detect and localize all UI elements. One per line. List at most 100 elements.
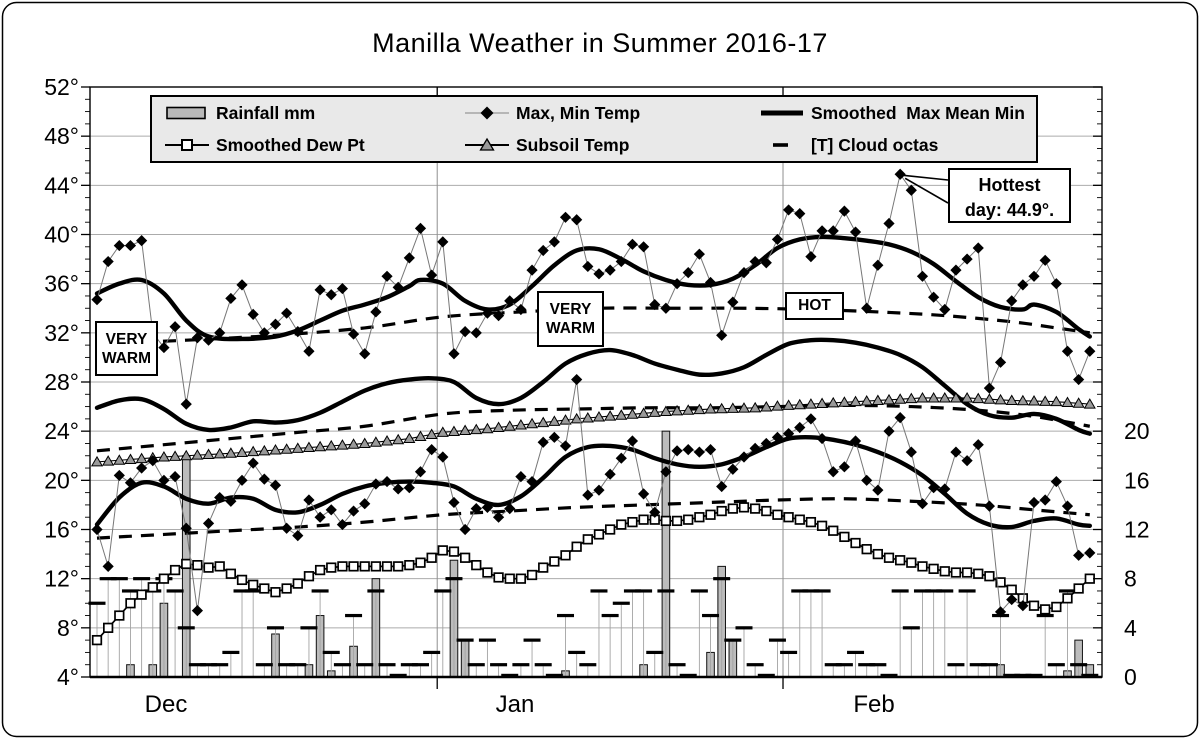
temp-diamond <box>771 233 784 246</box>
subsoil-marker <box>860 395 873 406</box>
dewpoint-marker <box>303 571 315 582</box>
octas-dash <box>1036 613 1054 618</box>
subsoil-marker <box>816 397 829 409</box>
subsoil-marker <box>90 455 104 467</box>
temp-diamond <box>693 446 705 458</box>
octas-dash <box>858 663 876 667</box>
temp-diamond <box>916 270 929 282</box>
temp-diamond <box>492 310 505 322</box>
annotation-hot: HOT <box>785 292 844 320</box>
subsoil-marker <box>916 391 929 403</box>
legend: Rainfall mm Max, Min Temp Smoothed Max M… <box>150 95 1038 163</box>
dewpoint-marker <box>839 531 850 543</box>
dewpoint-marker <box>448 546 460 557</box>
temp-diamond <box>336 518 349 531</box>
temp-diamond <box>191 605 203 617</box>
octas-dash <box>880 673 898 677</box>
subsoil-marker <box>369 436 382 447</box>
temp-diamond <box>894 412 906 424</box>
dewpoint-marker <box>281 583 292 594</box>
temp-diamond <box>716 480 728 493</box>
temp-diamond <box>794 421 806 434</box>
dewpoint-marker <box>236 574 248 586</box>
dewpoint-marker <box>259 583 270 594</box>
temp-diamond <box>894 168 906 180</box>
temp-diamond <box>403 252 415 264</box>
temp-diamond <box>225 292 237 305</box>
octas-dash <box>322 650 340 655</box>
dewpoint-marker <box>1062 593 1073 604</box>
x-axis-month-label: Feb <box>853 691 894 718</box>
temp-diamond <box>916 498 929 510</box>
callout-line <box>903 174 949 181</box>
temp-diamond <box>972 439 984 451</box>
temp-diamond <box>426 269 438 281</box>
dashed-curve <box>96 497 1090 540</box>
dewpoint-marker <box>705 509 716 520</box>
subsoil-marker <box>682 404 695 415</box>
temp-diamond <box>214 491 226 504</box>
subsoil-marker <box>704 403 717 414</box>
temp-diamond <box>136 462 148 474</box>
temp-diamond <box>738 451 750 463</box>
dewpoint-marker <box>593 529 605 540</box>
temp-diamond <box>615 255 627 268</box>
temp-diamond <box>102 560 114 572</box>
octas-dash <box>1081 673 1099 677</box>
temp-diamond <box>582 489 594 501</box>
dewpoint-marker <box>582 534 593 545</box>
temp-diamond <box>102 255 114 268</box>
subsoil-marker <box>269 444 282 455</box>
temp-diamond <box>515 471 527 483</box>
temp-diamond <box>1084 547 1096 559</box>
temp-diamond <box>548 236 560 248</box>
octas-dash <box>1003 673 1021 677</box>
temp-diamond <box>1006 593 1018 606</box>
temp-diamond <box>336 282 349 295</box>
subsoil-marker <box>570 412 583 424</box>
temp-diamond <box>883 425 895 437</box>
dewpoint-marker <box>683 514 694 525</box>
temp-diamond <box>169 321 181 333</box>
temp-diamond <box>504 295 516 307</box>
temp-diamond <box>325 504 337 516</box>
temp-diamond <box>827 466 839 478</box>
temp-diamond <box>760 437 772 450</box>
subsoil-marker <box>659 405 672 416</box>
octas-dash <box>936 589 954 593</box>
dewpoint-marker <box>794 514 805 525</box>
subsoil-marker <box>213 447 226 459</box>
temp-diamond <box>582 260 594 273</box>
triangle-marker-icon <box>465 137 509 151</box>
dewpoint-marker <box>426 552 437 563</box>
temp-diamond <box>1073 549 1085 561</box>
temp-diamond <box>258 327 270 339</box>
dewpoint-marker <box>749 503 761 514</box>
octas-dash <box>244 589 262 593</box>
temp-diamond <box>448 496 460 509</box>
subsoil-marker <box>314 440 327 452</box>
temp-diamond <box>414 466 427 478</box>
subsoil-marker <box>1027 395 1041 406</box>
y-axis-left-label: 48° <box>44 123 79 149</box>
temp-diamond <box>805 413 817 425</box>
dewpoint-marker <box>805 516 817 528</box>
dewpoint-marker <box>549 556 560 567</box>
temp-diamond <box>225 495 237 507</box>
subsoil-marker <box>280 443 293 454</box>
temp-diamond <box>950 446 962 458</box>
annotation-very-warm-left: VERY WARM <box>95 321 158 376</box>
octas-dash <box>824 663 842 667</box>
temp-diamond <box>872 259 884 271</box>
temp-diamond <box>1050 475 1062 488</box>
temp-diamond <box>783 204 795 216</box>
temp-diamond <box>626 435 639 447</box>
dewpoint-marker <box>671 515 683 527</box>
temp-diamond <box>481 501 494 513</box>
temp-diamond <box>180 398 192 410</box>
subsoil-marker <box>592 411 606 422</box>
legend-label: Smoothed Max Mean Min <box>811 102 1025 123</box>
temp-diamond <box>537 436 549 448</box>
subsoil-marker <box>983 393 996 404</box>
temp-diamond <box>671 445 683 457</box>
